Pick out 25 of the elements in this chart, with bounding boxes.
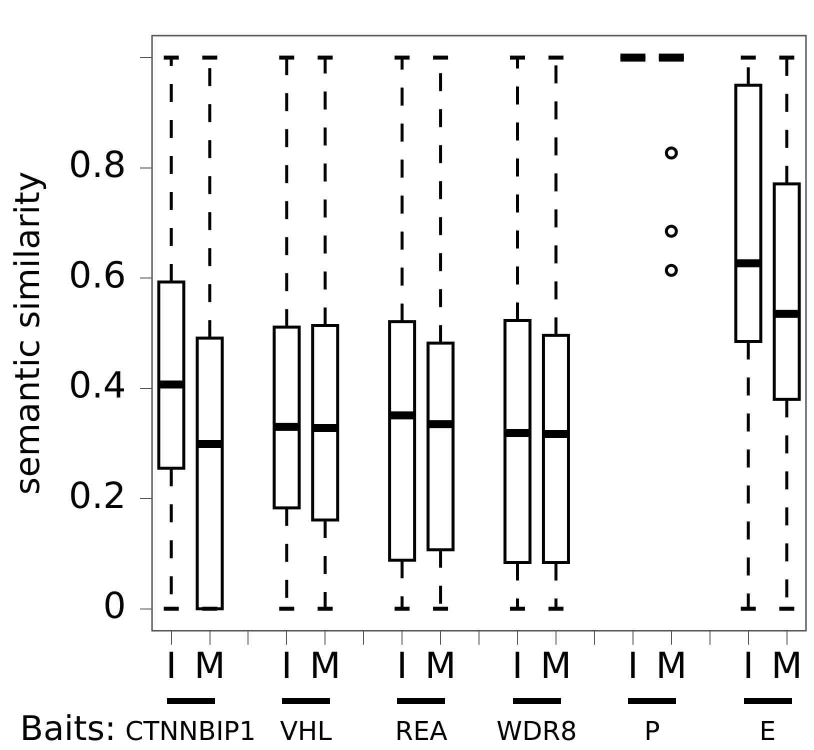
x-tick-label: I xyxy=(396,646,408,687)
x-tick-label: M xyxy=(425,646,456,687)
x-tick-label: M xyxy=(771,646,802,687)
x-tick-label: I xyxy=(742,646,754,687)
x-tick-label: I xyxy=(166,646,177,687)
y-tick-label: 0.4 xyxy=(68,366,126,407)
x-tick-label: I xyxy=(281,646,292,687)
text: E xyxy=(759,717,776,747)
y-tick-label: 0.2 xyxy=(68,476,126,517)
y-tick-label: 0.8 xyxy=(68,145,126,186)
text: VHL xyxy=(280,717,332,747)
text: CTNNBIP1 xyxy=(125,717,256,747)
x-tick-label: M xyxy=(540,646,572,687)
text: P xyxy=(644,717,660,747)
x-tick-label: M xyxy=(656,646,687,687)
y-axis-title: semantic similarity xyxy=(8,172,48,495)
x-tick-label: I xyxy=(512,646,523,687)
text: Baits: xyxy=(20,709,116,749)
text: REA xyxy=(395,717,448,747)
y-tick-label: 0.6 xyxy=(68,255,126,296)
x-tick-label: M xyxy=(194,646,226,687)
x-tick-label: I xyxy=(628,646,638,687)
x-tick-label: M xyxy=(310,646,341,687)
text: WDR8 xyxy=(496,717,577,747)
y-tick-label: 0 xyxy=(103,586,126,628)
